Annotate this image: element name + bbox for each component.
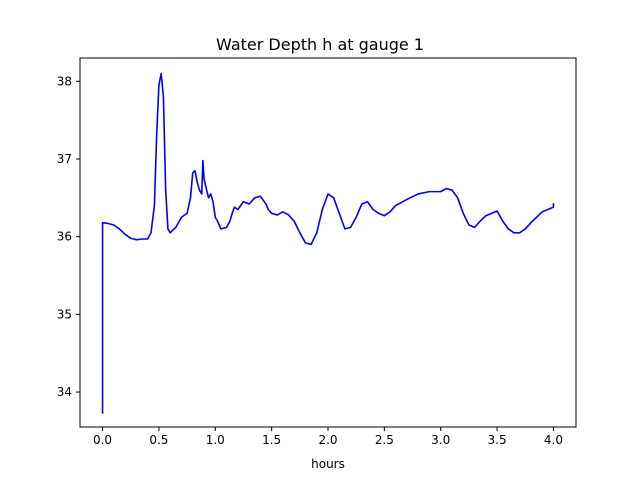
series-line-1 [101, 72, 555, 414]
y-tick-label: 38 [57, 74, 72, 88]
chart-title: Water Depth h at gauge 1 [216, 35, 424, 54]
plot-area [101, 72, 555, 414]
y-tick-label: 35 [57, 307, 72, 321]
x-tick-label: 0.5 [149, 433, 168, 447]
x-tick-label: 3.5 [488, 433, 507, 447]
y-tick-label: 37 [57, 152, 72, 166]
x-tick-label: 1.0 [206, 433, 225, 447]
axes: 0.0 0.5 1.0 1.5 2.0 2.5 3.0 3.5 4.0 34 35 36 37 38 [57, 57, 577, 447]
x-axis-label: hours [311, 457, 345, 471]
x-tick-label: 4.0 [544, 433, 563, 447]
x-tick-label: 1.5 [262, 433, 281, 447]
x-tick-label: 0.0 [93, 433, 112, 447]
x-tick-label: 3.0 [431, 433, 450, 447]
y-tick-label: 36 [57, 230, 72, 244]
x-tick-label: 2.0 [318, 433, 337, 447]
x-tick-label: 2.5 [375, 433, 394, 447]
y-tick-label: 34 [57, 385, 72, 399]
